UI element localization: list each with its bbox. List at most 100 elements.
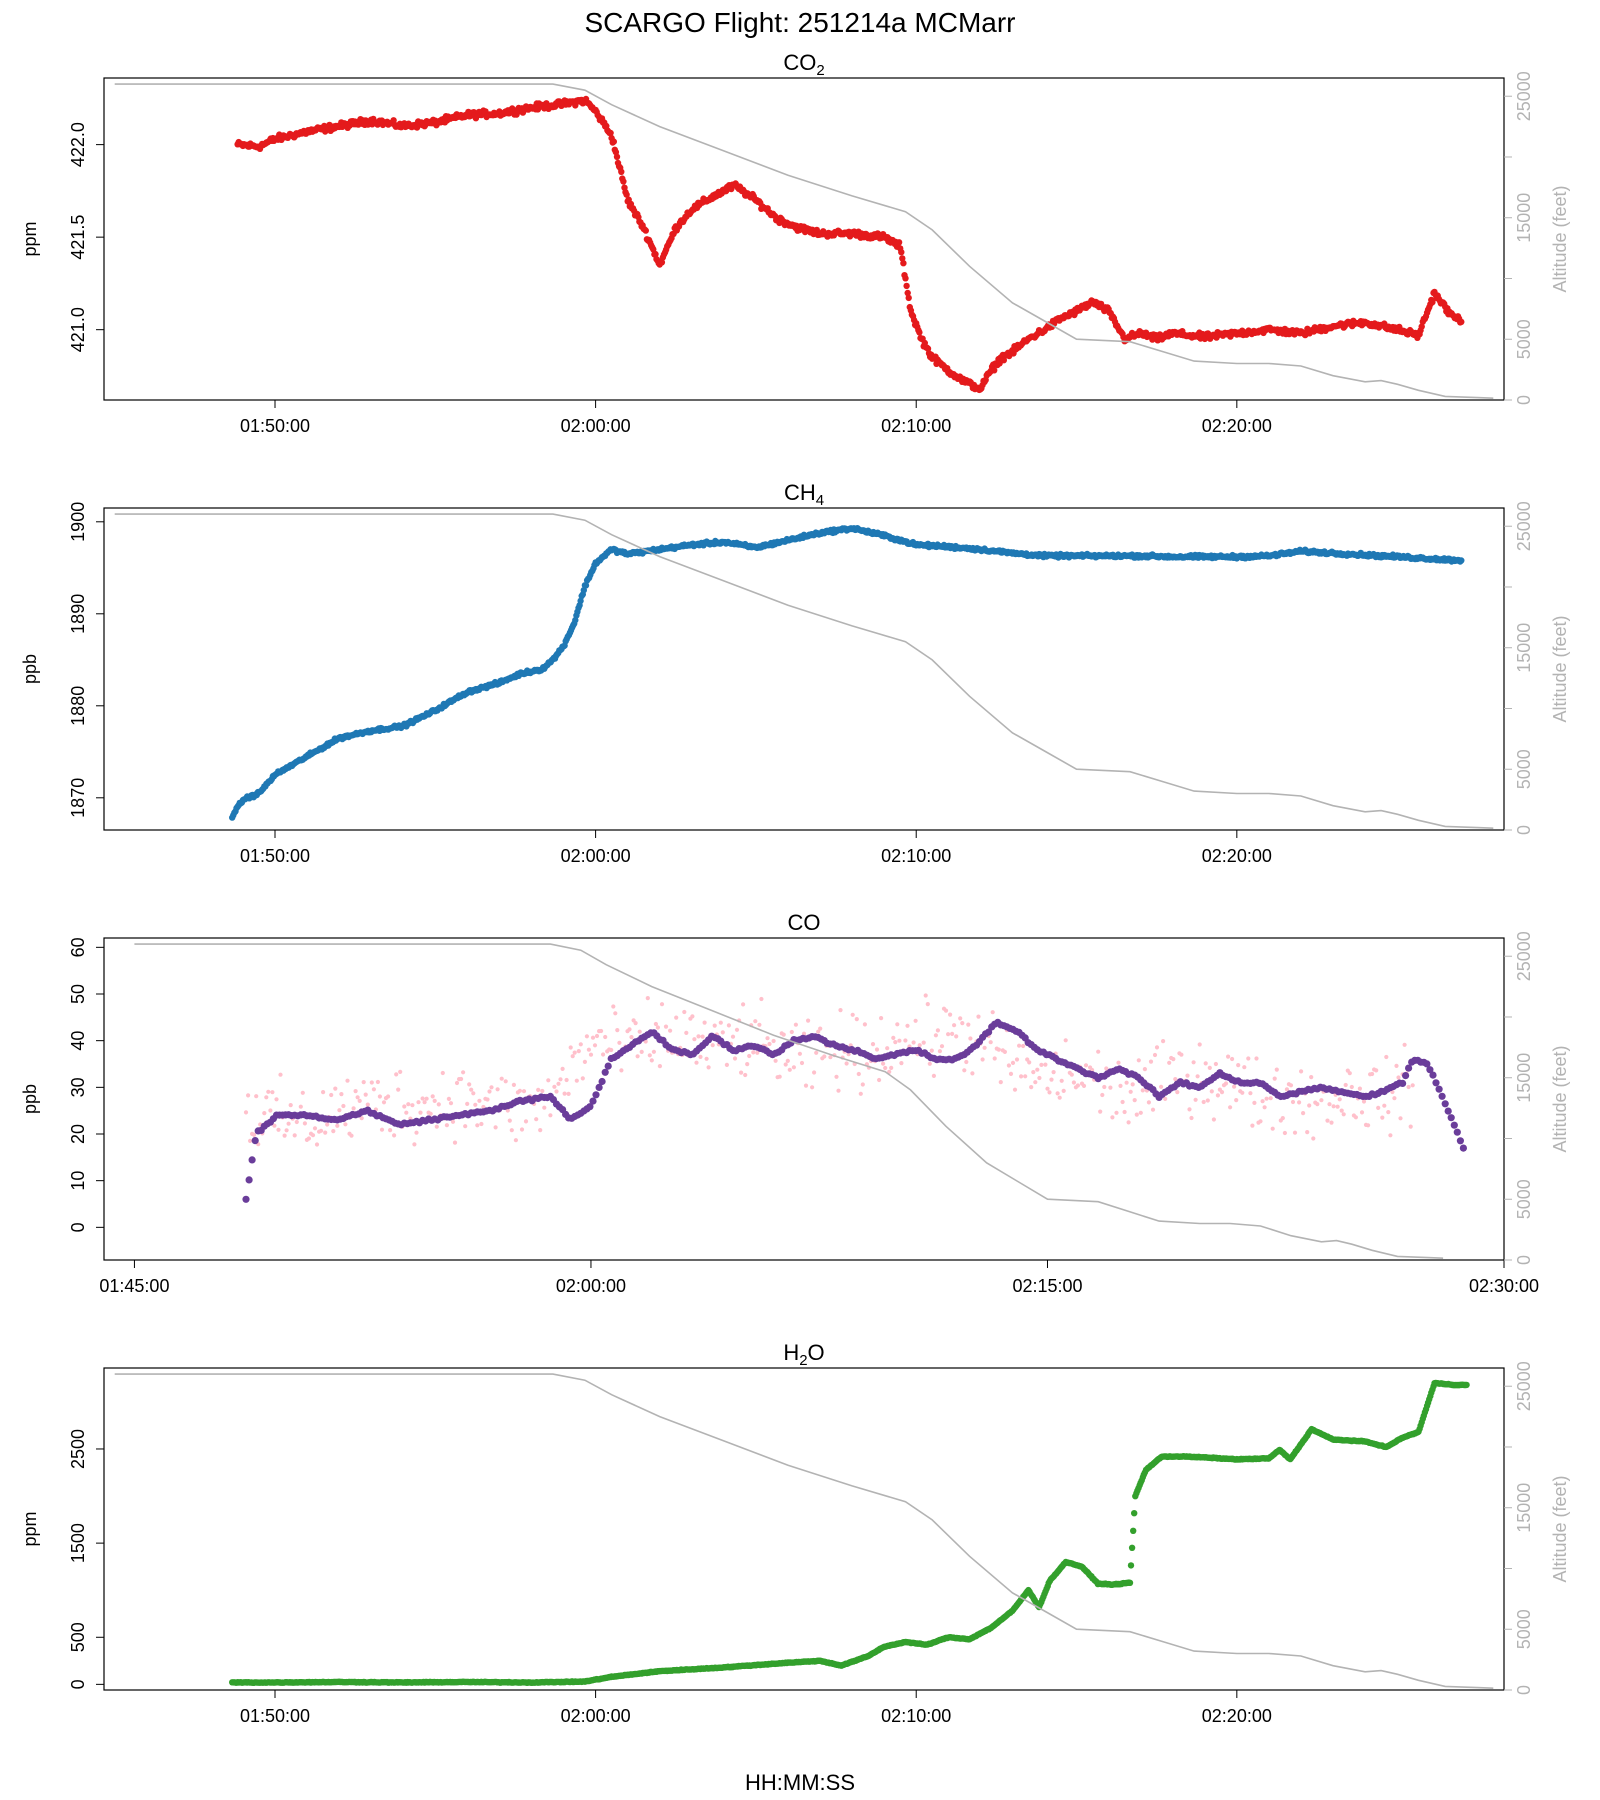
raw-point: [412, 1142, 417, 1147]
raw-point: [538, 1128, 543, 1133]
y-tick-label: 60: [68, 937, 88, 957]
raw-point: [1124, 1080, 1129, 1085]
raw-point: [1021, 1043, 1026, 1049]
raw-point: [1006, 1063, 1012, 1068]
x-tick-label: 01:50:00: [240, 416, 310, 436]
raw-point: [793, 1022, 799, 1027]
raw-point: [339, 1092, 344, 1097]
y2-tick-label: 5000: [1514, 319, 1534, 359]
data-point: [905, 294, 912, 302]
raw-point: [690, 1014, 695, 1019]
raw-point: [1209, 1089, 1214, 1094]
raw-point: [1138, 1110, 1143, 1115]
raw-point: [980, 1057, 985, 1062]
raw-point: [402, 1104, 407, 1109]
raw-point: [1063, 1038, 1068, 1043]
raw-point: [844, 1061, 849, 1066]
data-point: [604, 1062, 612, 1070]
raw-point: [743, 1072, 748, 1078]
raw-point: [396, 1087, 401, 1092]
raw-point: [619, 1068, 624, 1073]
raw-point: [976, 1014, 981, 1019]
raw-point: [931, 1073, 937, 1078]
raw-point: [1002, 1049, 1008, 1054]
raw-point: [1057, 1095, 1062, 1100]
raw-point: [574, 1078, 579, 1083]
raw-point: [712, 1023, 717, 1028]
raw-point: [897, 1038, 902, 1043]
raw-point: [254, 1094, 259, 1099]
raw-point: [519, 1127, 525, 1132]
raw-point: [276, 1127, 281, 1132]
raw-point: [1290, 1099, 1296, 1105]
panel-title-co2: CO2: [783, 50, 824, 79]
raw-point: [609, 1047, 614, 1053]
raw-point: [698, 1054, 703, 1059]
raw-point: [663, 1024, 669, 1029]
raw-point: [302, 1121, 307, 1126]
raw-point: [935, 1028, 941, 1033]
raw-point: [1388, 1133, 1393, 1138]
y-tick-label: 0: [68, 1222, 88, 1232]
y-tick-label: 421.0: [68, 307, 88, 352]
y-tick-label: 10: [68, 1171, 88, 1191]
raw-point: [783, 1062, 788, 1067]
data-point: [1429, 1071, 1437, 1079]
y-tick-label: 1900: [68, 502, 88, 542]
raw-point: [485, 1097, 490, 1102]
raw-point: [416, 1100, 421, 1105]
raw-point: [1104, 1066, 1109, 1071]
panel-title-h2o: H2O: [783, 1340, 824, 1369]
data-point: [610, 138, 617, 145]
data-point: [899, 255, 906, 262]
raw-point: [546, 1078, 551, 1083]
raw-point: [1284, 1087, 1289, 1092]
raw-point: [891, 1035, 896, 1040]
data-point: [1000, 357, 1007, 364]
raw-point: [893, 1040, 898, 1045]
raw-point: [1047, 1090, 1052, 1095]
raw-point: [759, 996, 764, 1002]
raw-point: [1254, 1056, 1259, 1061]
raw-point: [1213, 1061, 1218, 1067]
data-point: [607, 129, 614, 137]
raw-point: [1264, 1096, 1269, 1101]
raw-point: [1187, 1107, 1192, 1112]
raw-point: [753, 1019, 758, 1024]
raw-point: [288, 1103, 293, 1108]
raw-point: [1128, 1089, 1133, 1094]
raw-point: [282, 1133, 287, 1138]
raw-point: [818, 1026, 823, 1031]
raw-point: [814, 1050, 819, 1055]
raw-point: [314, 1142, 320, 1147]
raw-point: [730, 1034, 736, 1039]
raw-point: [436, 1102, 441, 1107]
raw-point: [1061, 1088, 1066, 1093]
raw-point: [1406, 1084, 1411, 1090]
raw-point: [1370, 1071, 1375, 1077]
data-point: [1405, 1064, 1413, 1072]
raw-point: [970, 1071, 975, 1076]
raw-point: [1195, 1074, 1200, 1079]
raw-point: [1335, 1104, 1340, 1109]
raw-point: [272, 1123, 277, 1128]
raw-point: [1075, 1083, 1080, 1088]
raw-point: [343, 1122, 348, 1127]
raw-point: [1043, 1062, 1048, 1067]
raw-point: [1108, 1085, 1113, 1090]
raw-point: [1288, 1083, 1294, 1088]
y-tick-label: 500: [68, 1622, 88, 1652]
raw-point: [629, 1035, 634, 1040]
raw-point: [495, 1087, 500, 1092]
raw-point: [862, 1022, 868, 1027]
data-point: [1402, 1072, 1410, 1080]
raw-point: [773, 1058, 778, 1063]
data-point: [620, 178, 627, 185]
raw-point: [958, 1016, 963, 1021]
raw-point: [473, 1102, 478, 1107]
